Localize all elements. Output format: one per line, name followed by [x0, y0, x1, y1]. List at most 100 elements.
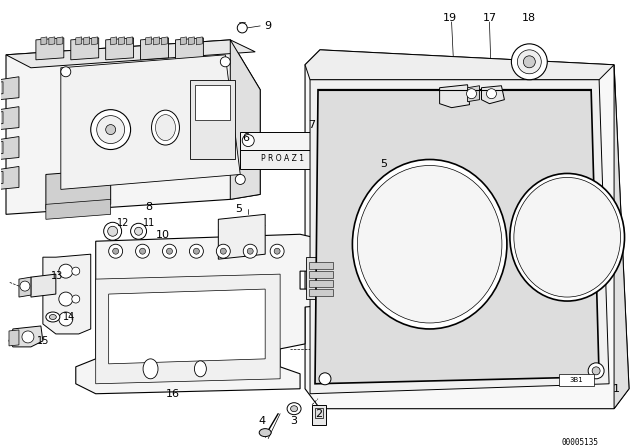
- Bar: [195, 85, 230, 120]
- Polygon shape: [71, 38, 99, 60]
- Circle shape: [216, 244, 230, 258]
- Circle shape: [592, 367, 600, 375]
- Circle shape: [236, 174, 245, 185]
- Polygon shape: [61, 55, 240, 190]
- Bar: [240, 132, 370, 150]
- Polygon shape: [180, 37, 186, 45]
- Text: 17: 17: [483, 13, 497, 23]
- Polygon shape: [106, 38, 134, 60]
- Bar: [312, 405, 326, 425]
- Polygon shape: [188, 37, 195, 45]
- Bar: [309, 289, 333, 296]
- Bar: [191, 80, 236, 159]
- Circle shape: [237, 23, 247, 33]
- Circle shape: [524, 56, 535, 68]
- Ellipse shape: [195, 361, 206, 377]
- Circle shape: [163, 244, 177, 258]
- Circle shape: [61, 67, 71, 77]
- Ellipse shape: [514, 177, 621, 297]
- Circle shape: [106, 125, 116, 134]
- Circle shape: [193, 248, 200, 254]
- Text: 16: 16: [166, 389, 179, 399]
- Polygon shape: [0, 137, 19, 159]
- Polygon shape: [43, 254, 91, 334]
- Circle shape: [109, 244, 123, 258]
- Bar: [309, 280, 333, 287]
- Ellipse shape: [291, 406, 298, 412]
- Polygon shape: [84, 37, 90, 45]
- Text: 19: 19: [442, 13, 457, 23]
- Polygon shape: [440, 85, 470, 108]
- Polygon shape: [175, 38, 204, 60]
- Polygon shape: [305, 50, 614, 80]
- Text: 00005135: 00005135: [561, 438, 598, 447]
- Circle shape: [511, 44, 547, 80]
- Polygon shape: [76, 234, 340, 394]
- Polygon shape: [310, 80, 609, 394]
- Text: 5: 5: [380, 159, 387, 169]
- Polygon shape: [19, 277, 31, 297]
- Polygon shape: [96, 274, 280, 384]
- Text: 1: 1: [612, 384, 620, 394]
- Circle shape: [72, 295, 80, 303]
- Circle shape: [319, 373, 331, 385]
- Ellipse shape: [143, 359, 158, 379]
- Circle shape: [588, 363, 604, 379]
- Circle shape: [97, 116, 125, 143]
- Circle shape: [166, 248, 172, 254]
- Polygon shape: [154, 37, 159, 45]
- Circle shape: [517, 50, 541, 74]
- Polygon shape: [127, 37, 132, 45]
- Polygon shape: [46, 199, 111, 220]
- Ellipse shape: [259, 429, 271, 437]
- Polygon shape: [76, 37, 82, 45]
- Polygon shape: [0, 107, 19, 129]
- Circle shape: [220, 248, 227, 254]
- Circle shape: [467, 89, 477, 99]
- Polygon shape: [31, 274, 56, 297]
- Circle shape: [274, 248, 280, 254]
- Polygon shape: [57, 37, 63, 45]
- Circle shape: [136, 244, 150, 258]
- Polygon shape: [9, 330, 19, 346]
- Ellipse shape: [152, 110, 179, 145]
- Polygon shape: [141, 38, 168, 60]
- Circle shape: [247, 248, 253, 254]
- Circle shape: [220, 57, 230, 67]
- Polygon shape: [0, 112, 3, 125]
- Polygon shape: [468, 86, 479, 102]
- Text: 10: 10: [156, 230, 170, 240]
- Circle shape: [486, 89, 497, 99]
- Text: 3: 3: [291, 416, 298, 426]
- Text: 5: 5: [235, 204, 242, 214]
- Ellipse shape: [353, 159, 507, 329]
- Text: 4: 4: [259, 416, 266, 426]
- Text: 6: 6: [243, 133, 249, 142]
- Text: 9: 9: [264, 21, 272, 31]
- Polygon shape: [111, 37, 116, 45]
- Polygon shape: [36, 38, 64, 60]
- Circle shape: [243, 244, 257, 258]
- Circle shape: [108, 226, 118, 236]
- Text: 7: 7: [308, 120, 316, 129]
- Text: 15: 15: [37, 336, 49, 346]
- Text: P R O A Z 1: P R O A Z 1: [260, 154, 303, 163]
- Polygon shape: [0, 77, 19, 100]
- Polygon shape: [315, 90, 599, 384]
- Polygon shape: [0, 82, 3, 95]
- Bar: [309, 262, 333, 269]
- Polygon shape: [380, 169, 435, 204]
- Circle shape: [270, 244, 284, 258]
- Polygon shape: [118, 37, 125, 45]
- Bar: [315, 408, 323, 418]
- Circle shape: [134, 227, 143, 235]
- Polygon shape: [145, 37, 152, 45]
- Circle shape: [243, 134, 254, 146]
- Circle shape: [59, 312, 73, 326]
- Circle shape: [104, 222, 122, 240]
- Circle shape: [59, 264, 73, 278]
- Polygon shape: [0, 172, 3, 185]
- Polygon shape: [305, 50, 629, 409]
- Circle shape: [140, 248, 145, 254]
- Circle shape: [59, 292, 73, 306]
